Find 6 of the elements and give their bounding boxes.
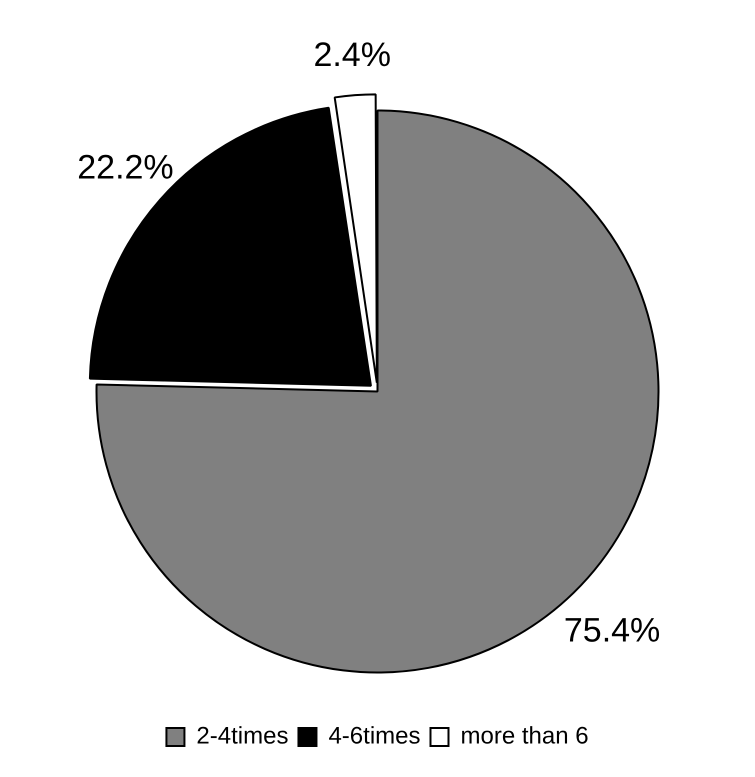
legend-label: more than 6 bbox=[460, 722, 589, 750]
data-label: 22.2% bbox=[77, 148, 174, 187]
legend-label: 4-6times bbox=[328, 722, 420, 750]
data-label: 75.4% bbox=[564, 611, 660, 650]
legend-label: 2-4times bbox=[196, 722, 288, 750]
data-label: 2.4% bbox=[313, 36, 391, 74]
